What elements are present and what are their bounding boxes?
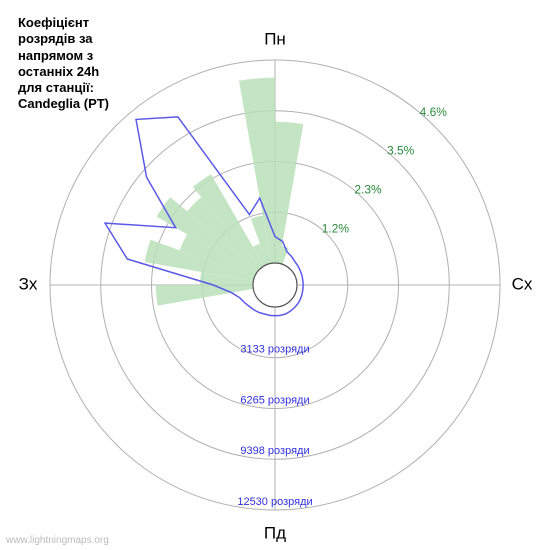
discharge-label: 12530 розряди [237, 496, 312, 508]
cardinal-label: Пд [264, 523, 286, 542]
pct-label: 2.3% [354, 183, 382, 197]
pct-label: 4.6% [420, 105, 448, 119]
ratio-bar [275, 122, 303, 264]
polar-chart: Пн Сх Пд Зх 1.2% 2.3% 3.5% 4.6% 3133 розряди 6265… [0, 0, 550, 550]
cardinal-label: Сх [512, 274, 533, 293]
pct-label: 3.5% [387, 144, 415, 158]
pct-label: 1.2% [322, 221, 350, 235]
cardinal-label: Пн [264, 29, 286, 48]
discharge-label: 9398 розряди [240, 445, 309, 457]
center-hole [253, 263, 297, 307]
discharge-label: 3133 розряди [240, 344, 309, 356]
cardinal-label: Зх [19, 274, 38, 293]
discharge-label: 6265 розряди [240, 394, 309, 406]
